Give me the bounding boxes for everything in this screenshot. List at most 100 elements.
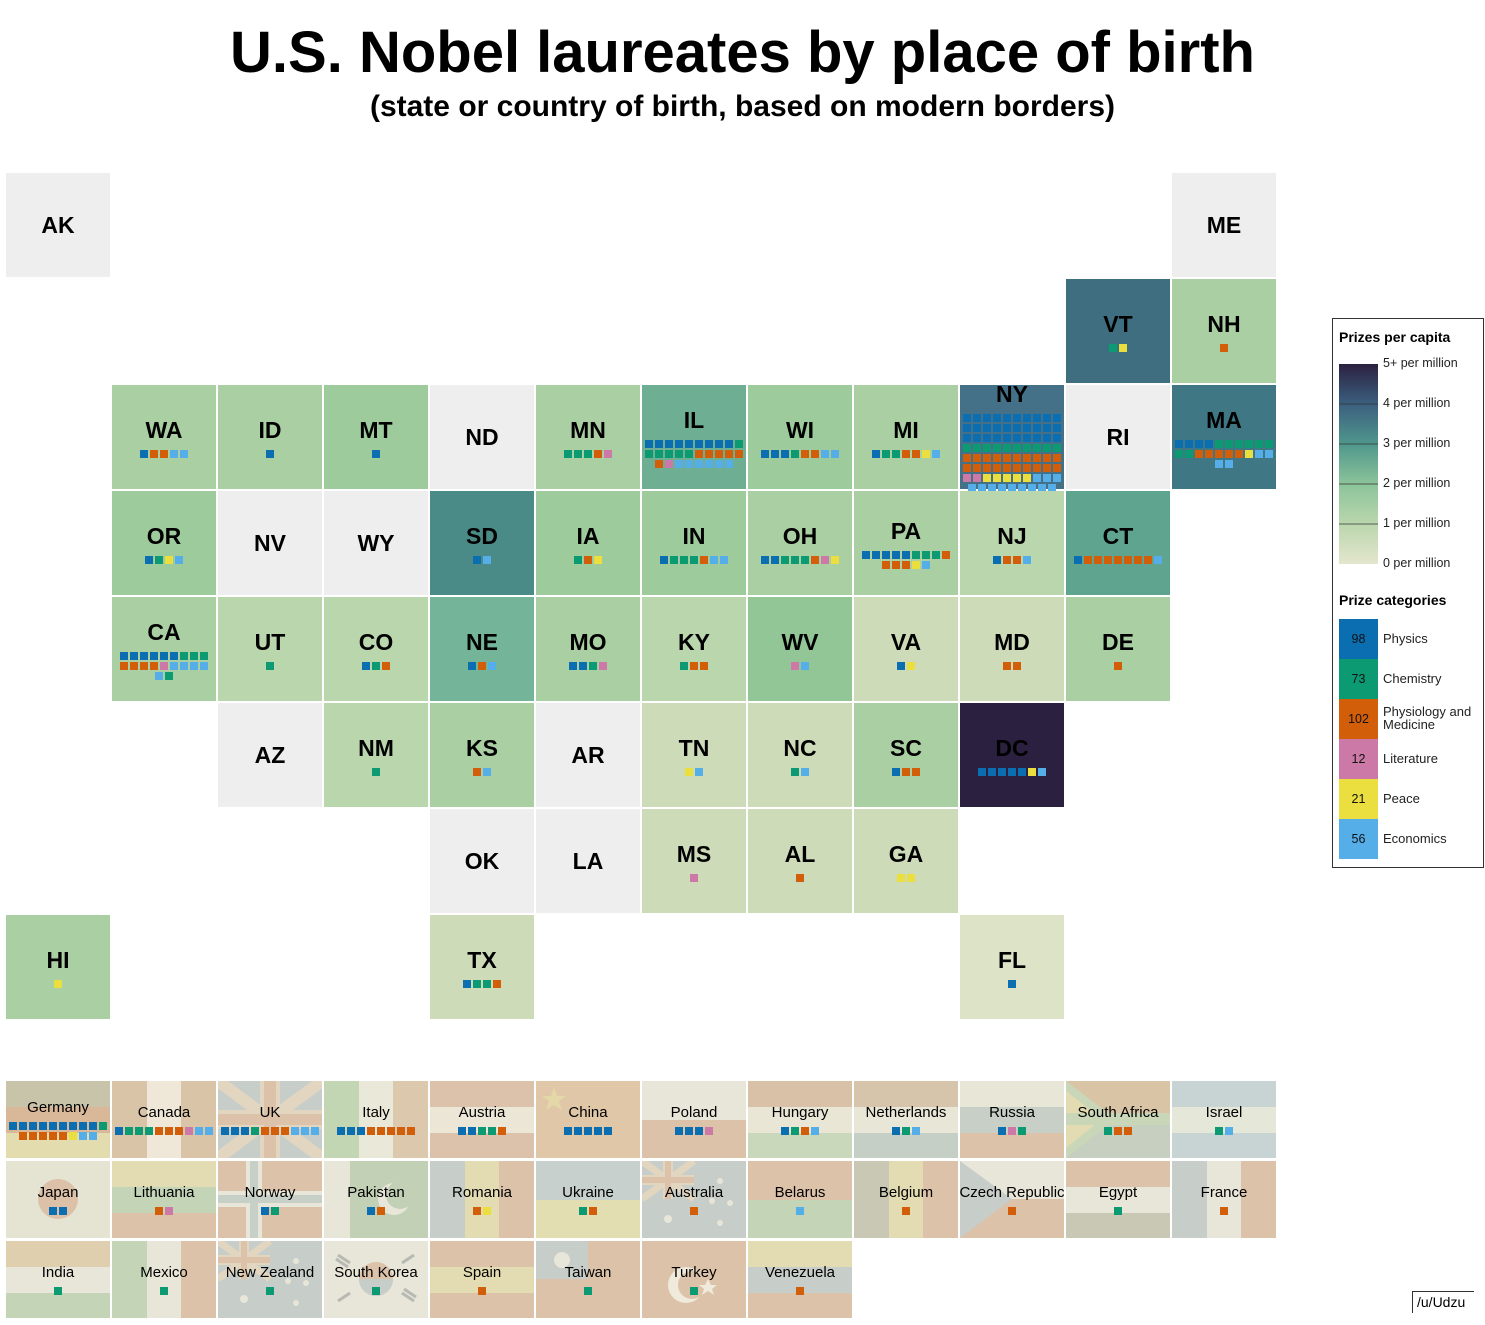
prize-squares: [892, 767, 920, 776]
prize-square: [140, 651, 148, 660]
category-count-c: 73: [1339, 659, 1378, 699]
prize-square: [725, 449, 733, 458]
prize-squares: [690, 1287, 698, 1295]
category-count-l: 12: [1339, 739, 1378, 779]
country-name: Lithuania: [133, 1184, 195, 1201]
category-name: Peace: [1383, 791, 1420, 806]
state-tile-va: VA: [854, 597, 958, 701]
capita-gradient-bar: [1339, 364, 1378, 564]
country-tile-italy: Italy: [324, 1081, 428, 1158]
prize-square: [1013, 463, 1021, 472]
prize-square: [705, 439, 713, 448]
prize-square: [29, 1132, 37, 1140]
prize-square: [983, 463, 991, 472]
flag-background: [112, 1081, 216, 1158]
state-tile-vt: VT: [1066, 279, 1170, 383]
prize-squares: [1215, 1127, 1233, 1135]
prize-square: [1225, 1127, 1233, 1135]
prize-square: [862, 550, 870, 559]
prize-square: [1124, 1127, 1132, 1135]
prize-square: [1185, 449, 1193, 458]
prize-square: [200, 651, 208, 660]
country-tile-france: France: [1172, 1161, 1276, 1238]
prize-square: [589, 661, 597, 670]
prize-square: [685, 1127, 693, 1135]
prize-square: [564, 1127, 572, 1135]
prize-square: [488, 661, 496, 670]
prize-square: [1043, 443, 1051, 452]
prize-square: [1053, 453, 1061, 462]
prize-square: [1215, 1127, 1223, 1135]
prize-square: [483, 767, 491, 776]
prize-squares: [781, 1127, 819, 1135]
page-title: U.S. Nobel laureates by place of birth: [230, 20, 1255, 85]
state-abbr: MI: [893, 416, 919, 443]
prize-square: [473, 1207, 481, 1215]
country-name: New Zealand: [225, 1264, 315, 1281]
prize-square: [796, 1287, 804, 1295]
prize-square: [29, 1122, 37, 1130]
prize-square: [912, 449, 920, 458]
prize-square: [205, 1127, 213, 1135]
prize-squares: [791, 767, 809, 776]
prize-square: [1104, 555, 1112, 564]
state-tile-de: DE: [1066, 597, 1170, 701]
gradient-fill: [1339, 364, 1378, 564]
prize-square: [963, 463, 971, 472]
prize-square: [1245, 439, 1253, 448]
prize-squares: [463, 979, 501, 988]
country-tile-japan: Japan: [6, 1161, 110, 1238]
prize-square: [902, 550, 910, 559]
flag-background: [1172, 1161, 1276, 1238]
prize-square: [907, 661, 915, 670]
prize-square: [372, 1287, 380, 1295]
state-abbr: DC: [995, 734, 1029, 761]
prize-square: [963, 433, 971, 442]
prize-squares: [54, 979, 62, 988]
prize-square: [1003, 433, 1011, 442]
prize-square: [281, 1127, 289, 1135]
prize-square: [170, 661, 178, 670]
prize-square: [1003, 555, 1011, 564]
state-abbr: NJ: [997, 522, 1027, 549]
prize-square: [1013, 473, 1021, 482]
prize-square: [155, 1127, 163, 1135]
prize-square: [1003, 413, 1011, 422]
prize-square: [59, 1122, 67, 1130]
prize-square: [311, 1127, 319, 1135]
prize-square: [801, 767, 809, 776]
country-name: UK: [259, 1104, 281, 1121]
prize-square: [1245, 449, 1253, 458]
state-tile-ut: UT: [218, 597, 322, 701]
prize-square: [200, 661, 208, 670]
prize-square: [983, 423, 991, 432]
prize-square: [897, 661, 905, 670]
prize-square: [1033, 473, 1041, 482]
category-name: Chemistry: [1383, 671, 1442, 686]
prize-square: [912, 560, 920, 569]
prize-square: [483, 979, 491, 988]
country-tile-hungary: Hungary: [748, 1081, 852, 1158]
state-tile-oh: OH: [748, 491, 852, 595]
prize-square: [569, 661, 577, 670]
prize-square: [594, 555, 602, 564]
prize-square: [1008, 1127, 1016, 1135]
prize-square: [973, 443, 981, 452]
legend-capita-title: Prizes per capita: [1339, 329, 1451, 345]
prize-squares: [266, 1287, 274, 1295]
prize-square: [973, 413, 981, 422]
credit-label: /u/Udzu: [1412, 1291, 1474, 1313]
country-name: Canada: [137, 1104, 191, 1121]
prize-square: [655, 449, 663, 458]
prize-square: [1104, 1127, 1112, 1135]
country-name: Egypt: [1098, 1184, 1138, 1201]
state-tile-or: OR: [112, 491, 216, 595]
flag-background: [1066, 1161, 1170, 1238]
prize-squares: [1114, 661, 1122, 670]
prize-square: [165, 555, 173, 564]
prize-square: [150, 651, 158, 660]
prize-square: [145, 1127, 153, 1135]
prize-square: [796, 873, 804, 882]
state-tile-sd: SD: [430, 491, 534, 595]
country-name: Venezuela: [764, 1264, 836, 1281]
